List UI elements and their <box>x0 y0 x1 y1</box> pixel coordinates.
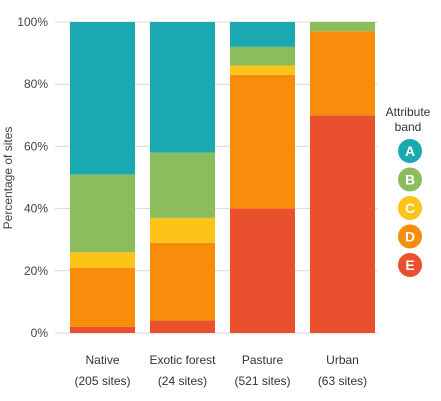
bars <box>70 22 375 333</box>
bar-segment-a <box>70 22 135 175</box>
legend-marker-c <box>398 196 422 220</box>
bar-segment-b <box>150 152 215 218</box>
category-count-label: (63 sites) <box>318 374 367 388</box>
category-count-label: (24 sites) <box>158 374 207 388</box>
bar-segment-d <box>230 74 295 209</box>
category-label: Native <box>85 353 119 367</box>
bar-segment-e <box>150 320 215 333</box>
y-tick-label: 100% <box>17 15 48 29</box>
bar-segment-a <box>230 22 295 47</box>
bar-segment-d <box>70 267 135 327</box>
legend-marker-a <box>398 139 422 163</box>
bar-segment-d <box>150 242 215 321</box>
category-count-label: (521 sites) <box>234 374 290 388</box>
legend-marker-b <box>398 167 422 192</box>
bar-segment-a <box>150 22 215 153</box>
bar-segment-c <box>70 252 135 268</box>
bar-segment-b <box>310 22 375 32</box>
y-tick-label: 40% <box>24 202 48 216</box>
bar-segment-e <box>310 115 375 333</box>
bar-segment-c <box>150 217 215 243</box>
y-tick-label: 0% <box>31 326 49 340</box>
legend-label-e: E <box>405 257 414 273</box>
category-label: Exotic forest <box>149 353 216 367</box>
category-count-label: (205 sites) <box>74 374 130 388</box>
y-axis-title: Percentage of sites <box>1 127 15 230</box>
legend-label-a: A <box>405 143 415 159</box>
y-tick-label: 80% <box>24 77 48 91</box>
bar-segment-e <box>70 326 135 333</box>
y-tick-label: 20% <box>24 264 48 278</box>
category-label: Pasture <box>242 353 284 367</box>
bar-segment-b <box>230 46 295 66</box>
x-axis-labels: Native (205 sites) Exotic forest (24 sites)… <box>74 353 367 388</box>
bar-segment-e <box>230 208 295 333</box>
legend-label-c: C <box>405 200 415 216</box>
legend-marker-d <box>398 224 422 249</box>
bar-segment-c <box>230 65 295 75</box>
legend-title-line-2: band <box>395 120 422 134</box>
legend-title-line-1: Attribute <box>386 105 431 119</box>
bar-segment-b <box>70 174 135 253</box>
legend-label-b: B <box>405 172 415 188</box>
bar-segment-d <box>310 31 375 116</box>
category-label: Urban <box>326 353 359 367</box>
legend-label-d: D <box>405 229 415 245</box>
y-tick-label: 60% <box>24 139 48 153</box>
legend-marker-e <box>398 253 422 277</box>
y-axis-ticks: 0% 20% 40% 60% 80% 100% <box>17 15 48 340</box>
